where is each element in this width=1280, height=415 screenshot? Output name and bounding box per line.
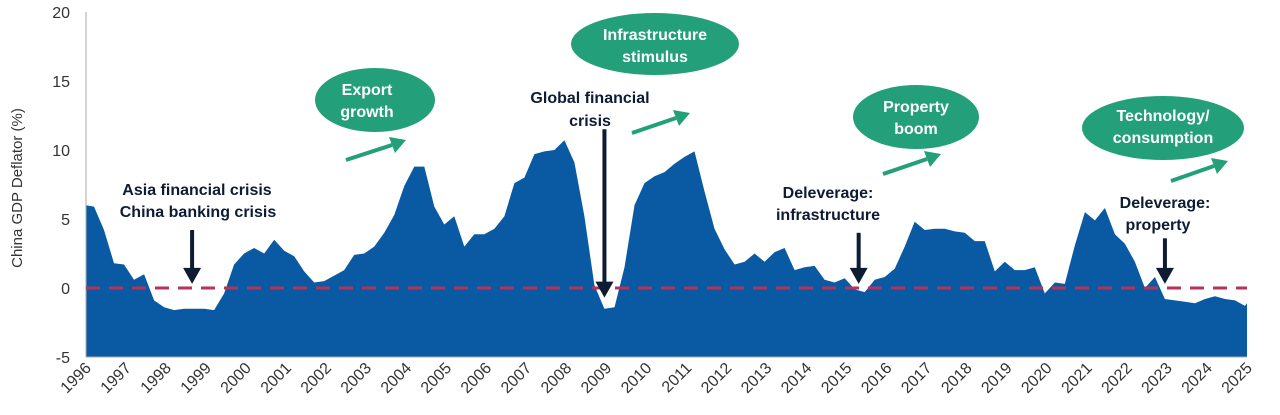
y-tick-label: -5 <box>56 350 70 367</box>
trend-arrow-property <box>882 151 941 176</box>
bubble-export-growth-shape <box>315 68 435 132</box>
x-tick-label: 2014 <box>778 360 815 397</box>
bubble-technology-consumption: Technology/ consumption <box>1082 96 1244 160</box>
bubble-property-boom-line2: boom <box>894 121 938 138</box>
bubble-export-growth: Export growth <box>315 68 435 132</box>
x-tick-label: 2002 <box>298 360 335 397</box>
annotation-deleverage-property-line2: property <box>1126 217 1191 234</box>
x-tick-label: 2016 <box>858 360 895 397</box>
trend-arrow-technology-head <box>1211 158 1228 174</box>
x-tick-label: 2024 <box>1179 360 1216 397</box>
bubble-property-boom-shape <box>853 85 979 149</box>
annotation-gfc-line1: Global financial <box>530 90 649 107</box>
bubble-infrastructure-stimulus: Infrastructure stimulus <box>571 13 739 75</box>
x-tick-label: 2006 <box>458 360 495 397</box>
bubble-property-boom-line1: Property <box>883 99 949 116</box>
bubble-technology-line1: Technology/ <box>1116 108 1210 125</box>
annotation-deleverage-property: Deleverage: property <box>1120 195 1211 234</box>
crisis-arrows <box>183 129 1174 298</box>
bubble-technology-shape <box>1082 96 1244 160</box>
annotation-deleverage-infra-line2: infrastructure <box>776 207 880 224</box>
x-tick-label: 2017 <box>898 360 935 397</box>
y-tick-label: 0 <box>61 281 70 298</box>
annotation-deleverage-infra-line1: Deleverage: <box>783 185 874 202</box>
x-tick-label: 2009 <box>578 360 615 397</box>
x-tick-label: 2015 <box>818 360 855 397</box>
x-tick-label: 2007 <box>498 360 535 397</box>
annotation-asia-crisis-line1: Asia financial crisis <box>122 182 272 199</box>
bubble-infrastructure-line1: Infrastructure <box>603 27 707 44</box>
x-tick-label: 2013 <box>738 360 775 397</box>
trend-arrow-infrastructure-shaft <box>631 116 677 135</box>
x-tick-label: 2023 <box>1139 360 1176 397</box>
trend-arrow-property-shaft <box>882 157 928 176</box>
trend-arrow-infrastructure-head <box>673 110 690 126</box>
annotation-deleverage-infrastructure: Deleverage: infrastructure <box>776 185 880 224</box>
x-tick-label: 2025 <box>1219 360 1256 397</box>
trend-arrow-technology <box>1170 158 1228 183</box>
crisis-arrow-head <box>849 267 868 284</box>
x-tick-label: 1997 <box>98 360 135 397</box>
x-tick-label: 2018 <box>938 360 975 397</box>
trend-arrow-export <box>345 137 406 162</box>
x-tick-label: 2011 <box>659 360 695 396</box>
y-tick-label: 15 <box>52 74 70 91</box>
bubble-property-boom: Property boom <box>853 85 979 149</box>
y-axis-ticks: -5 0 5 10 15 20 <box>52 5 70 367</box>
y-tick-label: 20 <box>52 5 70 22</box>
x-tick-label: 2003 <box>338 360 375 397</box>
crisis-arrow-head <box>183 267 202 284</box>
x-tick-label: 2021 <box>1059 360 1096 397</box>
bubble-infrastructure-shape <box>571 13 739 75</box>
deflator-area-series <box>86 140 1247 357</box>
x-tick-label: 2019 <box>978 360 1015 397</box>
x-tick-label: 2020 <box>1018 360 1055 397</box>
bubble-infrastructure-line2: stimulus <box>622 49 688 66</box>
trend-arrow-export-head <box>389 137 406 153</box>
x-tick-label: 1998 <box>138 360 175 397</box>
trend-arrow-export-shaft <box>345 143 393 162</box>
trend-arrow-property-head <box>924 151 941 167</box>
annotation-global-financial-crisis: Global financial crisis <box>530 90 649 130</box>
x-tick-label: 1999 <box>178 360 215 397</box>
y-tick-label: 5 <box>61 212 70 229</box>
bubble-export-growth-line1: Export <box>342 82 393 99</box>
x-tick-label: 2000 <box>218 360 255 397</box>
x-tick-label: 2005 <box>418 360 455 397</box>
y-tick-label: 10 <box>52 143 70 160</box>
trend-arrow-technology-shaft <box>1170 164 1215 183</box>
x-tick-label: 2012 <box>698 360 735 397</box>
annotation-asia-crisis-line2: China banking crisis <box>120 204 277 221</box>
x-tick-label: 2004 <box>378 360 415 397</box>
x-tick-label: 2008 <box>538 360 575 397</box>
crisis-arrow-head <box>595 281 614 298</box>
x-tick-label: 2001 <box>258 360 295 397</box>
x-tick-label: 2010 <box>618 360 655 397</box>
y-axis-label: China GDP Deflator (%) <box>9 108 26 268</box>
annotation-asia-crisis: Asia financial crisis China banking cris… <box>120 182 277 221</box>
x-axis-ticks: 1996 1997 1998 1999 2000 2001 2002 2003 2004 2005… <box>58 360 1256 397</box>
bubble-technology-line2: consumption <box>1113 130 1213 147</box>
crisis-arrow-head <box>1155 267 1174 284</box>
bubble-export-growth-line2: growth <box>340 104 393 121</box>
annotation-deleverage-property-line1: Deleverage: <box>1120 195 1211 212</box>
annotation-gfc-line2: crisis <box>569 113 611 130</box>
trend-arrow-infrastructure <box>631 110 690 135</box>
x-tick-label: 2022 <box>1099 360 1136 397</box>
